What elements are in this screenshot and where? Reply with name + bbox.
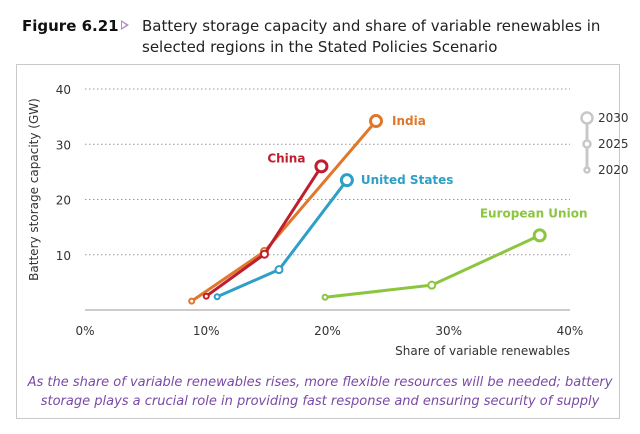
data-point xyxy=(314,159,329,174)
figure-title: Battery storage capacity and share of va… xyxy=(142,17,601,56)
data-point xyxy=(188,297,196,305)
data-point xyxy=(369,114,383,129)
figure-caption: As the share of variable renewables rise… xyxy=(27,375,613,409)
data-point xyxy=(274,265,284,275)
legend-marker xyxy=(583,166,591,174)
series-label: United States xyxy=(361,173,454,187)
series-label: European Union xyxy=(480,206,588,220)
legend-label: 2025 xyxy=(598,137,629,151)
data-point xyxy=(427,280,437,290)
x-tick-label: 0% xyxy=(75,324,94,338)
y-tick-label: 40 xyxy=(56,83,71,97)
series-label: China xyxy=(267,151,305,165)
data-point xyxy=(213,293,221,301)
x-tick-label: 10% xyxy=(193,324,220,338)
data-point xyxy=(339,173,354,188)
figure-label: Figure 6.21 xyxy=(22,17,119,35)
y-tick-label: 20 xyxy=(56,194,71,208)
data-point xyxy=(321,293,329,301)
arrow-icon xyxy=(121,20,129,30)
data-point xyxy=(259,249,269,259)
series-line xyxy=(190,119,378,303)
y-tick-label: 30 xyxy=(56,138,71,152)
x-tick-label: 40% xyxy=(557,324,584,338)
x-tick-label: 20% xyxy=(314,324,341,338)
y-tick-label: 10 xyxy=(56,249,71,263)
y-axis-title: Battery storage capacity (GW) xyxy=(27,98,41,281)
legend-marker xyxy=(582,139,592,149)
series-line xyxy=(215,178,349,299)
legend-label: 2020 xyxy=(598,163,629,177)
legend-label: 2030 xyxy=(598,111,629,125)
chart-frame xyxy=(16,64,620,419)
data-point xyxy=(202,292,210,300)
series-label: India xyxy=(392,114,426,128)
x-axis-title: Share of variable renewables xyxy=(395,344,570,358)
x-tick-label: 30% xyxy=(435,324,462,338)
legend-marker xyxy=(580,111,594,125)
data-point xyxy=(532,228,547,243)
